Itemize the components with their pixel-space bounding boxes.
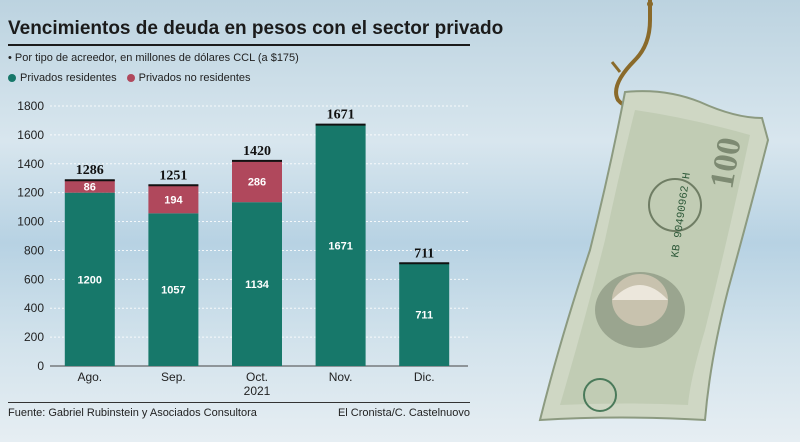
legend-label-no-residentes: Privados no residentes [138,72,251,84]
bar-segment-residentes [315,124,366,366]
data-label: 1671 [328,240,352,252]
data-label: 86 [84,181,96,193]
x-tick-label: Sep. [161,370,186,384]
y-tick-label: 600 [24,272,44,286]
chart-title: Vencimientos de deuda en pesos con el se… [8,18,504,39]
data-label: 1057 [161,285,185,297]
hundred-dollar-bill-illustration: 100 KB 90490962 H [538,0,770,422]
y-tick-label: 1200 [17,186,44,200]
y-tick-label: 1600 [17,128,44,142]
bar-segment-residentes [232,202,282,366]
source-note: Fuente: Gabriel Rubinstein y Asociados C… [8,407,257,419]
data-label: 1134 [245,279,270,291]
x-tick-sublabel: 2021 [244,384,271,398]
total-label: 1251 [159,168,187,183]
y-tick-label: 200 [24,330,44,344]
chart-subtitle: • Por tipo de acreedor, en millones de d… [8,52,299,64]
y-tick-label: 1400 [17,157,44,171]
legend-item-no-residentes: Privados no residentes [126,72,251,84]
x-tick-label: Oct. [246,370,268,384]
data-label: 711 [415,310,433,322]
legend-item-residentes: Privados residentes [8,72,117,84]
total-label: 1286 [76,163,104,178]
credit-note: El Cronista/C. Castelnuovo [337,407,470,419]
bar-segment-residentes [64,192,115,366]
total-label: 711 [414,246,434,261]
x-tick-label: Ago. [77,370,102,384]
total-label: 1671 [327,108,355,123]
legend: Privados residentes Privados no resident… [8,72,251,84]
bar-segment-residentes [399,263,450,366]
x-tick-label: Nov. [329,370,353,384]
data-label: 286 [248,177,266,189]
x-tick-label: Dic. [414,370,435,384]
y-tick-label: 800 [24,243,44,257]
y-tick-label: 1000 [17,215,44,229]
bar-segment-no-residentes [148,185,199,214]
data-label: 1200 [78,274,102,286]
legend-label-residentes: Privados residentes [20,72,117,84]
bar-segment-residentes [148,213,199,366]
y-tick-label: 0 [37,359,44,373]
bill-denomination: 100 [703,135,748,192]
bar-segment-no-residentes [232,160,282,203]
fishing-hook-icon [610,0,653,108]
stacked-bar-chart: 0 200 400 600 800 1000 1200 1400 1600 1800 1200 86 1… [17,99,468,398]
total-label: 1420 [243,144,271,159]
bar-segment-no-residentes [64,180,115,193]
data-label: 194 [164,194,183,206]
footer-divider [8,402,470,403]
legend-swatch-no-residentes [126,74,135,82]
title-divider [8,44,470,46]
dollar-bill: 100 KB 90490962 H [538,90,770,422]
legend-swatch-residentes [8,74,16,82]
y-tick-label: 400 [24,301,44,315]
y-tick-label: 1800 [17,99,44,113]
